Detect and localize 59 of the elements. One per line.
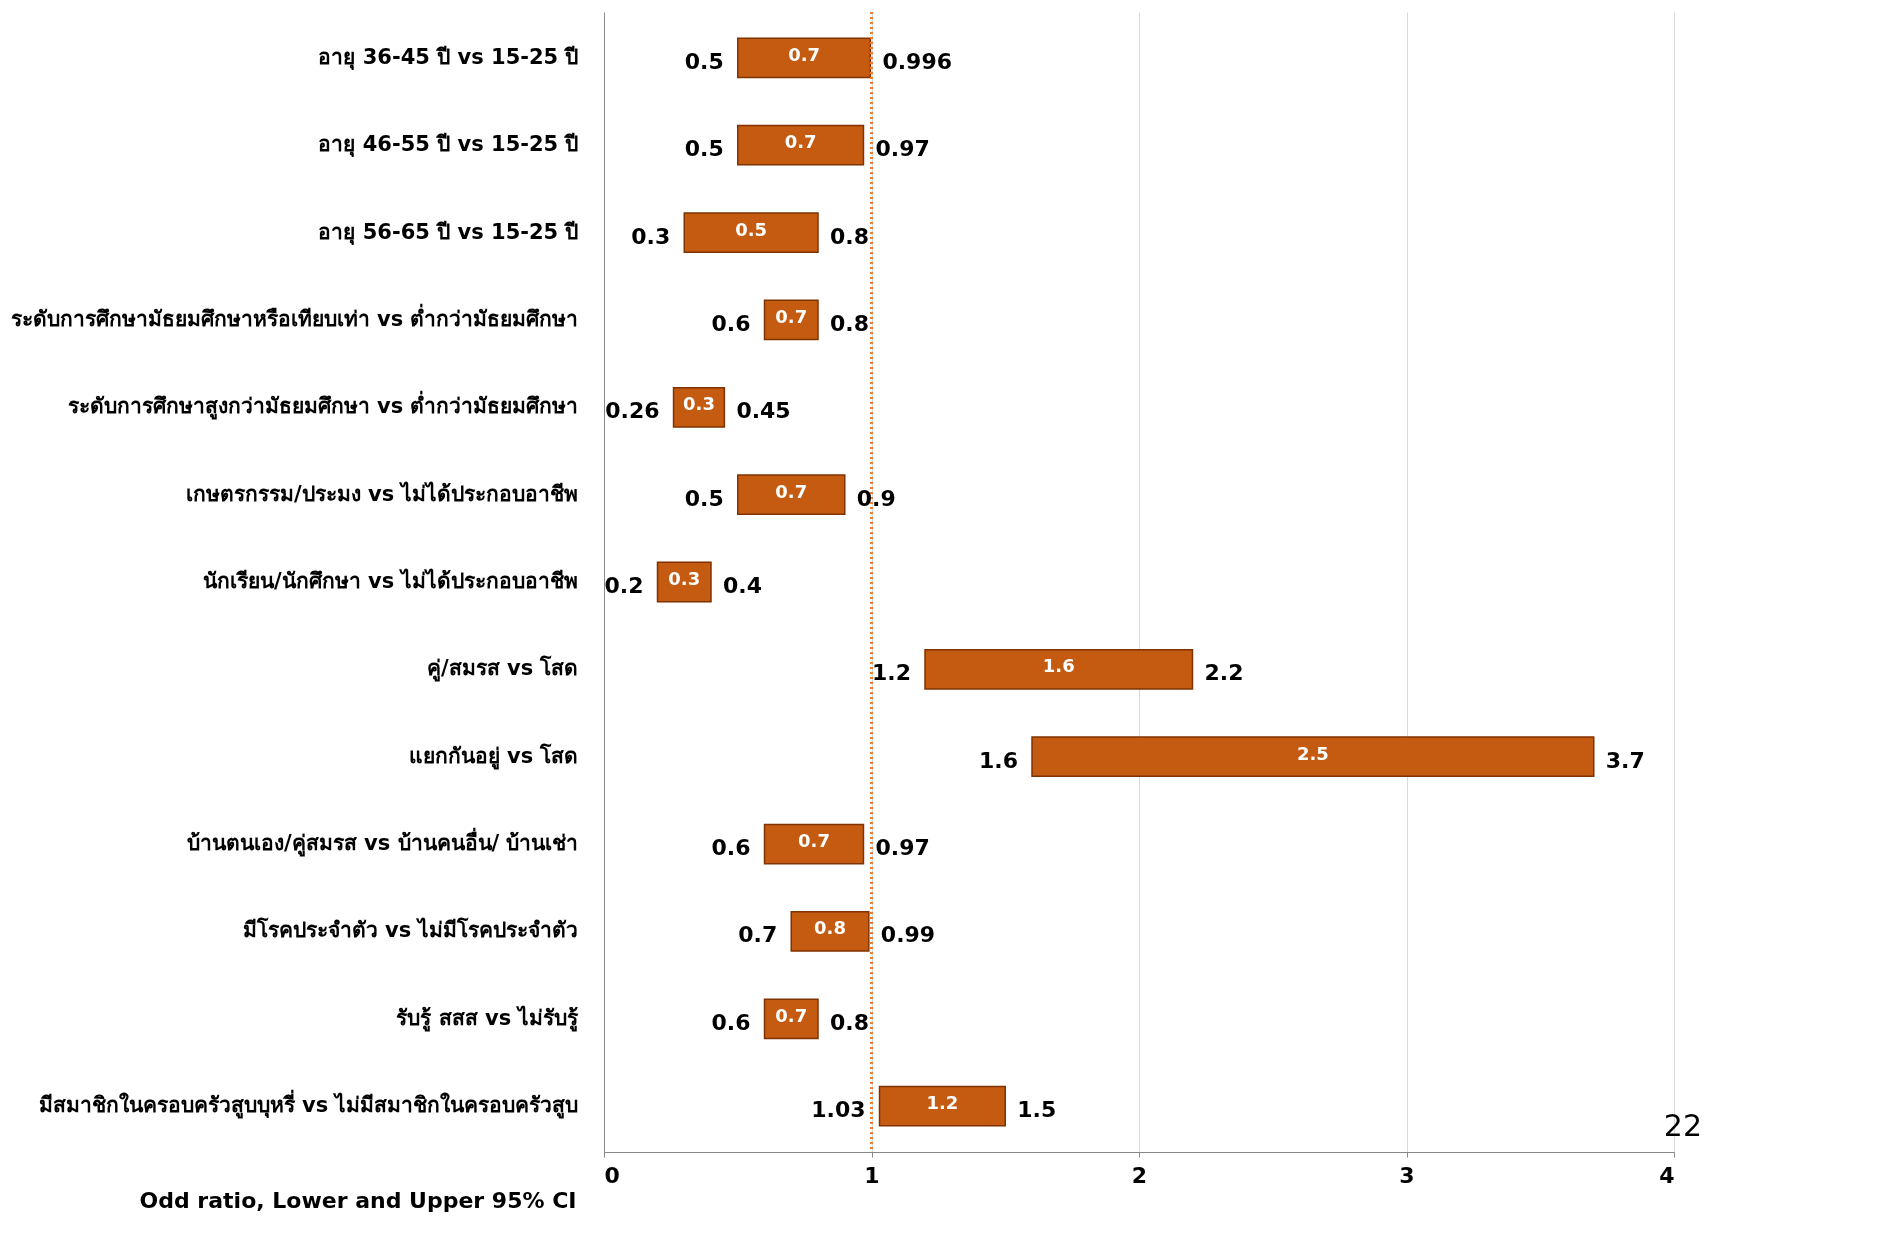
annotation: 0.7 (784, 131, 817, 153)
annotation: 1.2 (926, 1092, 959, 1114)
y-tick-label: มีโรคประจำตัว vs ไม่มีโรคประจำตัว (242, 917, 579, 943)
annotation: 0.8 (830, 223, 869, 249)
annotation: 0.7 (775, 480, 808, 502)
annotation: 1.2 (872, 660, 911, 686)
annotation: 0.26 (605, 398, 660, 424)
y-tick-label: มีสมาชิกในครอบครัวสูบบุหรี่ vs ไม่มีสมาชิกในครอบครัวสูบ (38, 1089, 579, 1120)
annotation: 0.2 (604, 573, 644, 598)
y-tick-label: นักเรียน/นักศึกษา vs ไม่ได้ประกอบอาชีพ (203, 568, 579, 593)
x-tick-label: 1 (864, 1162, 880, 1188)
annotation: 0.9 (856, 485, 896, 511)
annotation: 1.6 (1042, 655, 1075, 677)
x-tick-label: 4 (1659, 1162, 1675, 1188)
annotation: 0.5 (684, 48, 724, 74)
annotation: 0.99 (880, 922, 936, 948)
y-tick-label: อายุ 36-45 ปี vs 15-25 ปี (318, 44, 579, 71)
annotation: 0.7 (738, 922, 778, 948)
annotation: 0.3 (683, 393, 715, 415)
annotation: 0.3 (631, 223, 671, 249)
annotation: 22 (1663, 1108, 1702, 1143)
y-tick-label: อายุ 46-55 ปี vs 15-25 ปี (318, 132, 579, 159)
y-tick-label: บ้านตนเอง/คู่สมรส vs บ้านคนอื่น/ บ้านเช่า (187, 827, 579, 858)
annotation: 0.996 (882, 48, 953, 74)
annotation: 0.97 (875, 136, 930, 162)
annotation: 0.8 (814, 917, 846, 939)
annotation: 0.7 (775, 305, 808, 327)
y-tick-label: ระดับการศึกษามัธยมศึกษาหรือเทียบเท่า vs ต่ำกว่ามัธยมศึกษา (10, 302, 579, 331)
annotation: 0.97 (875, 835, 930, 861)
annotation: 0.5 (735, 218, 768, 240)
y-tick-label: คู่/สมรส vs โสด (427, 655, 579, 683)
y-tick-label: แยกกันอยู่ vs โสด (408, 742, 579, 770)
annotation: 0.7 (788, 43, 821, 65)
y-tick-label: ระดับการศึกษาสูงกว่ามัธยมศึกษา vs ต่ำกว่ามัธยมศึกษา (67, 390, 579, 421)
annotation: 1.03 (811, 1097, 866, 1123)
annotation: 0.7 (798, 830, 830, 852)
annotation: 0.5 (684, 485, 724, 511)
annotation: 0.3 (668, 568, 701, 589)
annotation: 0.4 (723, 573, 762, 598)
annotation: 0.45 (736, 398, 791, 424)
annotation: 0.6 (711, 1009, 751, 1035)
x-tick-label: 2 (1131, 1162, 1148, 1188)
annotation: 0.8 (830, 310, 869, 336)
y-tick-label: รับรู้ สสส vs ไม่รับรู้ (396, 1004, 580, 1032)
x-axis-title: Odd ratio, Lower and Upper 95% CI (139, 1187, 577, 1213)
annotation: 0.7 (775, 1004, 808, 1026)
annotation: 1.5 (1017, 1097, 1057, 1123)
x-tick-label: 3 (1399, 1162, 1415, 1188)
annotation: 0.6 (711, 835, 751, 861)
annotation: 2.2 (1204, 660, 1244, 686)
annotation: 0.5 (684, 136, 724, 162)
y-tick-label: อายุ 56-65 ปี vs 15-25 ปี (318, 219, 579, 246)
annotation: 0.8 (830, 1009, 869, 1035)
annotation: 1.6 (979, 747, 1018, 773)
annotation: 3.7 (1605, 747, 1645, 773)
annotation: 2.5 (1296, 742, 1329, 764)
annotation: 0.6 (711, 310, 751, 336)
y-tick-label: เกษตรกรรม/ประมง vs ไม่ได้ประกอบอาชีพ (186, 480, 579, 506)
x-tick-label: 0 (604, 1162, 620, 1188)
